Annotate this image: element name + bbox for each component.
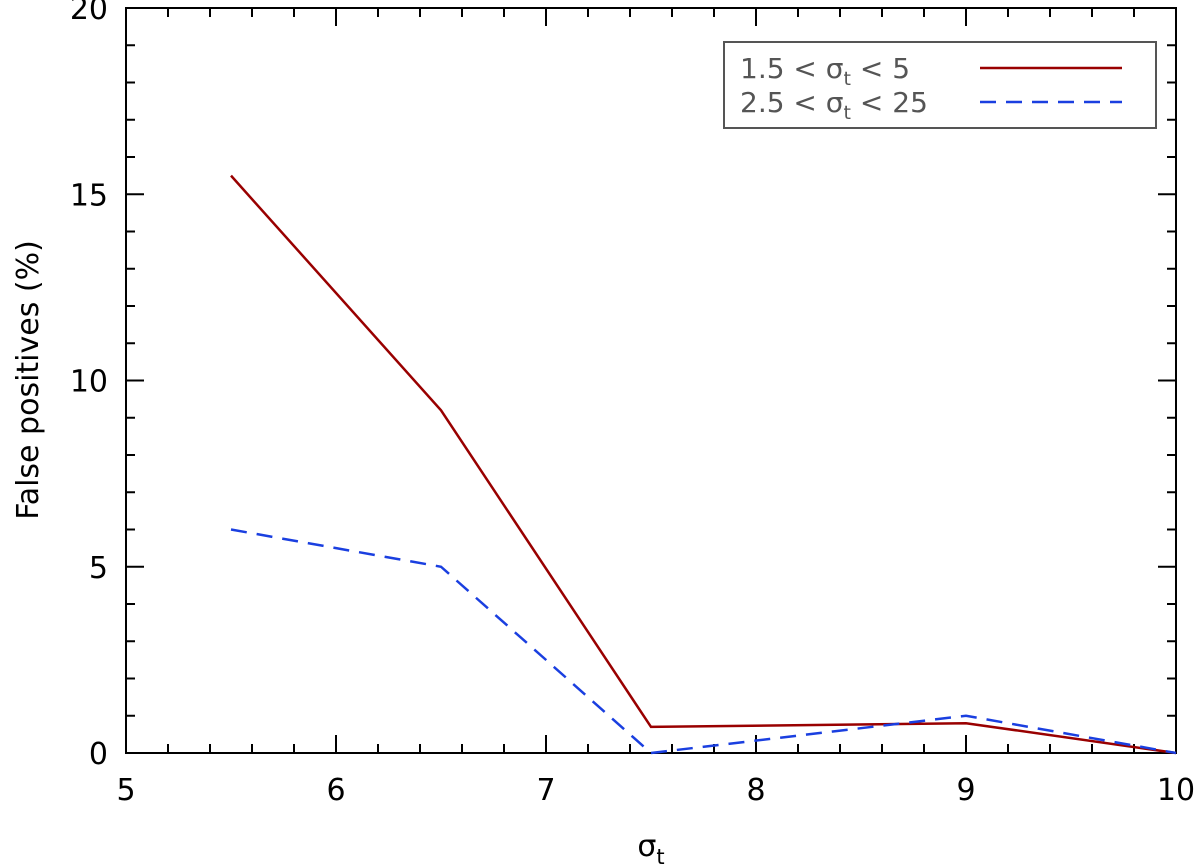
series-layer — [230, 174, 1177, 755]
y-tick-label: 0 — [89, 737, 108, 772]
series-line-2 — [230, 528, 1177, 755]
y-tick-label: 10 — [70, 365, 108, 400]
y-tick-label: 5 — [89, 551, 108, 586]
legend: 1.5 < σt < 52.5 < σt < 25 — [723, 41, 1157, 129]
legend-label-2: 2.5 < σt < 25 — [740, 86, 928, 124]
y-tick-label: 15 — [70, 178, 108, 213]
x-tick-label: 10 — [1157, 773, 1195, 808]
x-tick-label: 5 — [116, 773, 135, 808]
legend-box — [723, 41, 1157, 129]
series-line-1 — [230, 174, 1177, 755]
legend-label-1: 1.5 < σt < 5 — [740, 52, 910, 90]
axis-ticks — [125, 7, 1177, 754]
x-tick-label: 6 — [326, 773, 345, 808]
y-tick-label: 20 — [70, 0, 108, 27]
x-tick-label: 7 — [536, 773, 555, 808]
y-axis-title: False positives (%) — [11, 240, 46, 520]
x-axis-title: σt — [637, 829, 664, 866]
x-tick-label: 8 — [746, 773, 765, 808]
x-tick-label: 9 — [956, 773, 975, 808]
